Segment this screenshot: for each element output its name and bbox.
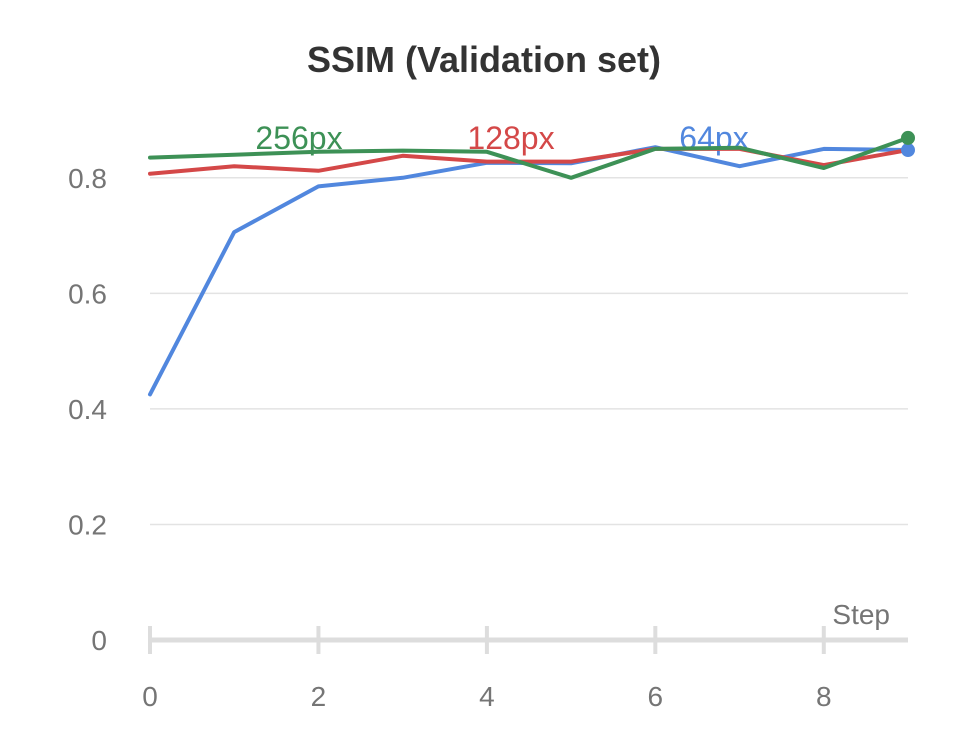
x-axis: 0 2 4 6 8 <box>142 626 908 712</box>
end-markers <box>901 130 915 158</box>
y-axis-ticks: 0 0.2 0.4 0.6 0.8 <box>68 163 107 656</box>
chart-title: SSIM (Validation set) <box>307 39 661 80</box>
end-marker-64px[interactable] <box>901 143 915 158</box>
grid-lines <box>150 177 908 526</box>
x-tick-label: 4 <box>479 681 495 712</box>
series-lines <box>148 135 910 397</box>
end-marker-256px[interactable] <box>901 130 915 145</box>
series-line-256px[interactable] <box>148 135 910 180</box>
x-tick-label: 0 <box>142 681 158 712</box>
y-tick-label: 0.2 <box>68 509 107 540</box>
x-tick-label: 8 <box>816 681 832 712</box>
x-tick-label: 2 <box>311 681 327 712</box>
y-tick-label: 0.8 <box>68 163 107 194</box>
x-tick-label: 6 <box>648 681 664 712</box>
y-tick-label: 0.6 <box>68 278 107 309</box>
series-line-64px[interactable] <box>148 145 910 397</box>
y-tick-label: 0 <box>91 625 107 656</box>
y-tick-label: 0.4 <box>68 394 107 425</box>
x-axis-label: Step <box>832 599 890 630</box>
